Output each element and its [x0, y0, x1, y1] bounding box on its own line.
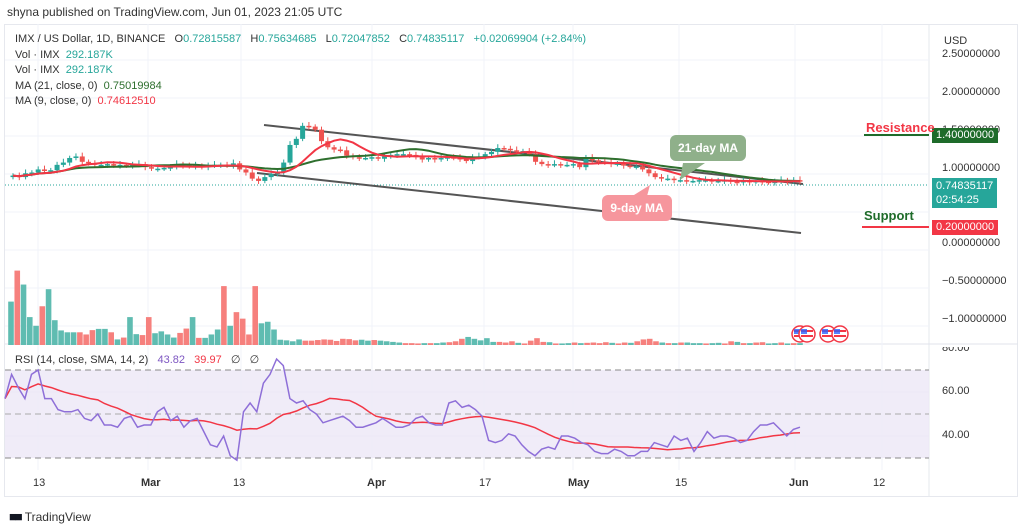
- high-value: 0.75634685: [258, 33, 317, 45]
- close-value: 0.74835117: [407, 33, 465, 45]
- last-price-tag: 0.74835117 02:54:25: [932, 178, 998, 208]
- rsi-tick: 60.00: [942, 385, 970, 397]
- legend-volume-row[interactable]: Vol · IMX 292.187K: [15, 48, 113, 61]
- time-tick: 17: [479, 477, 492, 489]
- ma21-line: [12, 148, 801, 182]
- ma9-callout[interactable]: 9-day MA: [602, 195, 672, 221]
- candlesticks: [10, 122, 803, 186]
- rsi-tick: 80.00: [942, 342, 970, 354]
- change-value: +0.02069904 (+2.84%): [473, 33, 587, 45]
- time-tick: Apr: [367, 477, 386, 489]
- time-tick: Jun: [789, 477, 809, 489]
- event-flags[interactable]: [791, 325, 849, 343]
- rsi-sma-line: [4, 383, 801, 451]
- us-flag-icon[interactable]: [831, 325, 849, 343]
- support-label[interactable]: Support: [864, 208, 914, 223]
- rsi-legend[interactable]: RSI (14, close, SMA, 14, 2) 43.82 39.97 …: [15, 354, 260, 366]
- rsi-sma-value: 39.97: [194, 354, 222, 366]
- legend-ma21-row[interactable]: MA (21, close, 0) 0.75019984: [15, 79, 162, 92]
- last-price: 0.74835117: [936, 180, 994, 192]
- rsi-line: [4, 357, 801, 462]
- main-legend: IMX / US Dollar, 1D, BINANCE O0.72815587…: [15, 32, 586, 110]
- low-value: 0.72047852: [331, 33, 390, 45]
- resistance-label[interactable]: Resistance: [866, 120, 935, 135]
- time-tick: 13: [33, 477, 46, 489]
- ma9-line: [12, 138, 800, 183]
- chart-frame: [4, 24, 1018, 497]
- published-line: shyna published on TradingView.com, Jun …: [7, 5, 343, 19]
- price-tick: −0.50000000: [942, 275, 1007, 287]
- open-value: 0.72815587: [183, 33, 242, 45]
- symbol-title[interactable]: IMX / US Dollar, 1D, BINANCE: [15, 33, 166, 45]
- currency-label: USD: [944, 35, 968, 47]
- volume-bars: [8, 270, 803, 345]
- time-tick: May: [568, 477, 590, 489]
- price-tick: 2.50000000: [942, 48, 1001, 60]
- time-tick: Mar: [141, 477, 161, 489]
- bar-countdown: 02:54:25: [936, 194, 979, 206]
- tradingview-brand: TradingView: [24, 509, 91, 524]
- price-tick: 1.00000000: [942, 162, 1001, 174]
- price-tick: −1.00000000: [942, 313, 1007, 325]
- rsi-tick: 40.00: [942, 429, 970, 441]
- legend-volume-row-2[interactable]: Vol · IMX 292.187K: [15, 64, 113, 76]
- price-tick: 0.00000000: [942, 237, 1001, 249]
- time-tick: 12: [873, 477, 886, 489]
- ma21-callout-pointer: [680, 163, 705, 180]
- legend-ohlc-row: IMX / US Dollar, 1D, BINANCE O0.72815587…: [15, 33, 587, 45]
- rsi-value: 43.82: [157, 354, 185, 366]
- time-tick: 13: [233, 477, 246, 489]
- tradingview-logo[interactable]: ■■ TradingView: [9, 509, 91, 524]
- tradingview-logo-icon: ■■: [9, 509, 23, 524]
- price-tick: 2.00000000: [942, 86, 1001, 98]
- channel-lower-line[interactable]: [256, 172, 802, 234]
- support-price-tag: 0.20000000: [932, 220, 999, 235]
- time-tick: 15: [675, 477, 688, 489]
- us-flag-icon[interactable]: [798, 325, 816, 343]
- ma21-callout[interactable]: 21-day MA: [670, 135, 746, 161]
- legend-ma9-row[interactable]: MA (9, close, 0) 0.74612510: [15, 95, 156, 107]
- resistance-price-tag: 1.40000000: [932, 128, 999, 143]
